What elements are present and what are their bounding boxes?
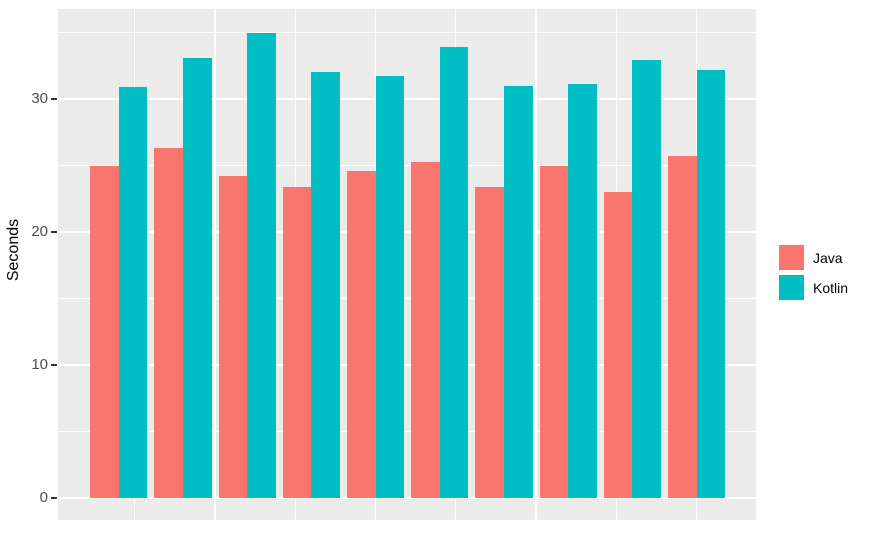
h-gridline-minor [58,32,756,33]
h-gridline-minor [58,431,756,432]
y-tick-mark [51,497,57,499]
y-tick-label: 0 [39,489,48,506]
y-tick-label: 10 [31,356,48,373]
h-gridline-minor [58,165,756,166]
bar-java-7 [475,186,504,498]
legend-label-java: Java [813,249,843,266]
bar-kotlin-6 [439,47,469,498]
y-tick-label: 30 [31,90,48,107]
h-gridline-minor [58,298,756,299]
bar-java-2 [154,148,183,498]
bar-kotlin-1 [118,87,148,498]
bar-kotlin-4 [311,72,340,498]
bar-kotlin-10 [696,69,726,498]
y-tick-label: 20 [31,223,48,240]
legend: Java Kotlin [779,245,848,305]
bar-java-6 [411,161,440,498]
y-tick-mark [51,98,57,100]
v-gridline-major [535,9,537,520]
plot-panel [58,9,756,520]
bar-kotlin-9 [632,60,661,498]
bar-java-8 [539,165,569,498]
bar-java-1 [90,165,119,498]
h-gridline-major [58,497,756,499]
bar-java-3 [218,176,248,498]
bar-java-10 [667,156,697,498]
bar-kotlin-5 [375,76,405,498]
h-gridline-major [58,98,756,100]
bar-java-9 [603,192,633,498]
legend-swatch-kotlin [779,275,804,300]
v-gridline-major [214,9,216,520]
bar-kotlin-8 [568,84,597,498]
legend-label-kotlin: Kotlin [813,279,849,296]
bar-kotlin-3 [247,32,276,498]
bar-kotlin-7 [503,85,533,498]
bar-kotlin-2 [182,57,212,498]
legend-swatch-java [779,245,804,270]
y-tick-mark [51,364,57,366]
legend-item-java: Java [779,245,848,270]
y-tick-mark [51,231,57,233]
h-gridline-major [58,364,756,366]
legend-item-kotlin: Kotlin [779,275,848,300]
bar-java-4 [282,186,312,498]
bar-java-5 [346,170,376,498]
h-gridline-major [58,231,756,233]
